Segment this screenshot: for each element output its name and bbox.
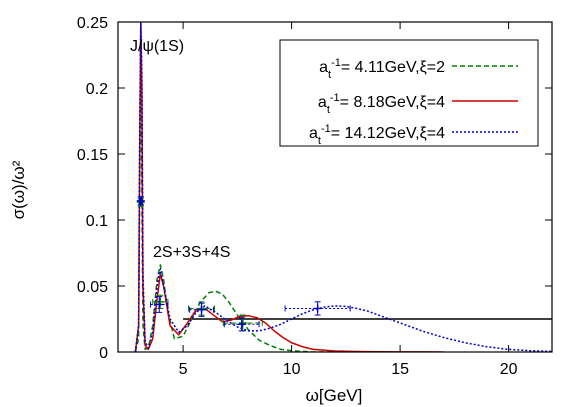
error-point [223,317,260,332]
axis-ticks [118,21,552,353]
series-line-1 [134,22,335,352]
axis-tick-labels: 5 10 15 20 0 0.05 0.1 0.15 0.2 0.25 [77,15,518,378]
error-point [150,296,169,313]
error-point [284,301,351,316]
x-tick-label: 10 [283,361,301,378]
y-tick-label: 0.25 [77,15,108,32]
annotation-excited-states: 2S+3S+4S [153,244,230,261]
y-tick-label: 0.05 [77,279,108,296]
legend-label-3: at-1= 14.12GeV,ξ=4 [309,123,445,147]
y-axis-label: σ(ω)/ω² [9,160,28,219]
series-curves [134,22,552,352]
x-tick-label: 15 [391,361,409,378]
series-line-3 [134,22,552,352]
y-tick-label: 0.1 [86,213,108,230]
legend-box [279,39,539,147]
error-bars [136,196,351,332]
annotation-jpsi: J/ψ(1S) [130,38,184,55]
error-point [136,196,145,206]
legend: at-1= 4.11GeV,ξ=2 at-1= 8.18GeV,ξ=4 at-1= … [279,39,539,147]
x-tick-label: 5 [179,361,188,378]
x-axis-label: ω[GeV] [306,386,363,405]
y-tick-label: 0 [99,345,108,362]
y-tick-label: 0.15 [77,147,108,164]
y-tick-label: 0.2 [86,81,108,98]
error-point [189,302,214,317]
x-tick-label: 20 [500,361,518,378]
plot-frame [117,21,553,353]
legend-label-2: at-1= 8.18GeV,ξ=4 [318,92,445,116]
legend-label-1: at-1= 4.11GeV,ξ=2 [319,57,445,81]
